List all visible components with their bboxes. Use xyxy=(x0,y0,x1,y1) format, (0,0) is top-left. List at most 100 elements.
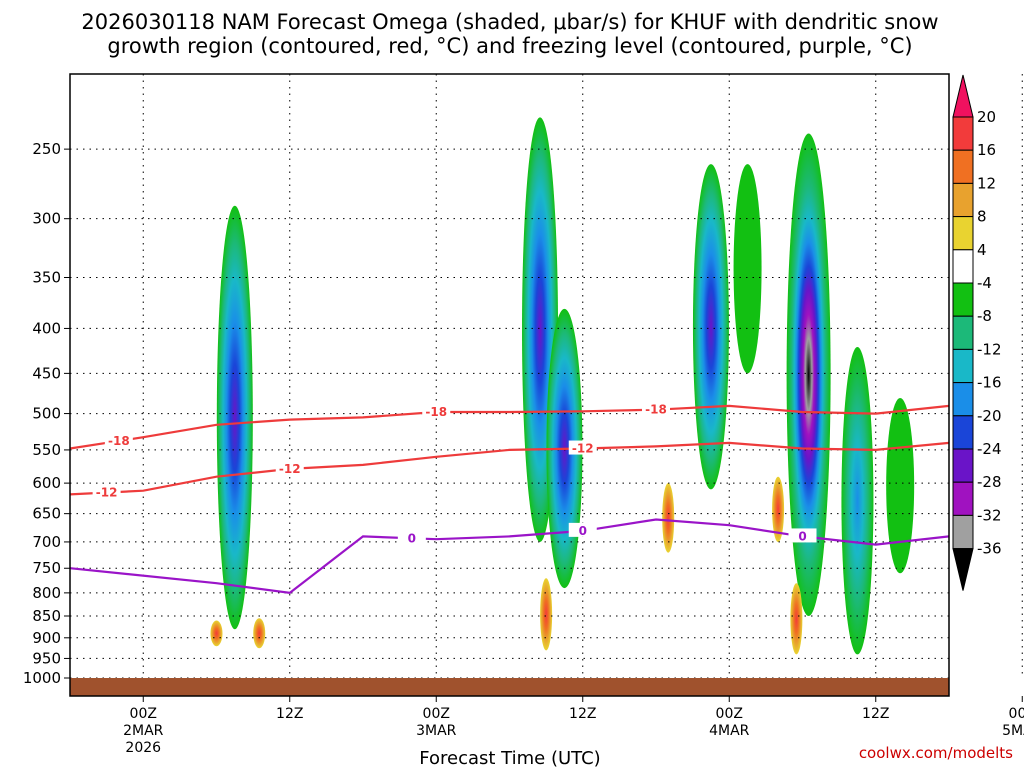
x-tick-label-3-0: 12Z xyxy=(569,706,596,722)
colorbar-block-13 xyxy=(952,514,974,550)
contour-lines: -18 -18 -18 -12 -12 -12 0 0 0 xyxy=(69,401,950,595)
omega-warm-cell-2 xyxy=(540,578,553,651)
contour-label-7: 0 xyxy=(579,524,587,538)
contour-label-8: 0 xyxy=(798,529,806,543)
contour-label-0: -18 xyxy=(108,434,130,448)
y-tick-label-450: 450 xyxy=(32,364,61,382)
contour-label-bg-5 xyxy=(568,440,597,455)
omega-cell-6 xyxy=(841,347,874,655)
contour-label-3: -12 xyxy=(96,486,118,500)
omega-cell-4 xyxy=(786,133,831,616)
x-tick-label-1-0: 12Z xyxy=(276,706,303,722)
omega-cell-0 xyxy=(216,205,253,630)
colorbar-bottom-arrow xyxy=(952,548,974,591)
y-tick-label-500: 500 xyxy=(32,405,61,423)
colorbar-block-1 xyxy=(952,116,974,151)
y-tick-label-750: 750 xyxy=(32,559,61,577)
x-tick-label-0-2: 2026 xyxy=(125,740,161,756)
omega-cell-3 xyxy=(692,164,729,490)
y-tick-label-700: 700 xyxy=(32,533,61,551)
y-tick-label-650: 650 xyxy=(32,505,61,523)
y-tick-label-800: 800 xyxy=(32,584,61,602)
contour-label-6: 0 xyxy=(408,531,416,545)
colorbar-block-2 xyxy=(952,149,974,184)
y-tick-label-1000: 1000 xyxy=(23,669,61,687)
colorbar-label-7: -12 xyxy=(977,340,1002,358)
x-tick-label-2-0: 00Z xyxy=(423,706,450,722)
y-tick-label-600: 600 xyxy=(32,474,61,492)
x-tick-label-5-0: 12Z xyxy=(862,706,889,722)
y-tick-label-250: 250 xyxy=(32,140,61,158)
contour-label-4: -12 xyxy=(279,462,301,476)
colorbar-top-arrow xyxy=(952,74,974,118)
x-tick-label-0-1: 2MAR xyxy=(123,723,164,739)
colorbar-block-12 xyxy=(952,481,974,516)
colorbar-block-11 xyxy=(952,448,974,483)
y-tick-label-400: 400 xyxy=(32,319,61,337)
contour-minus18 xyxy=(69,404,950,450)
omega-warm-cell-1 xyxy=(253,618,266,649)
y-tick-label-550: 550 xyxy=(32,441,61,459)
colorbar-label-1: 16 xyxy=(977,141,996,159)
x-axis-label: Forecast Time (UTC) xyxy=(419,748,600,768)
omega-cell-7 xyxy=(886,397,915,574)
omega-shading xyxy=(210,117,915,655)
colorbar-label-2: 12 xyxy=(977,174,996,192)
colorbar-block-10 xyxy=(952,415,974,450)
colorbar-label-10: -24 xyxy=(977,440,1002,458)
omega-warm-cell-4 xyxy=(790,583,803,655)
x-tick-label-6-0: 00Z xyxy=(1009,706,1024,722)
colorbar-label-5: -4 xyxy=(977,274,992,292)
x-tick-label-6-1: 5MAR xyxy=(1002,723,1024,739)
colorbar-block-9 xyxy=(952,382,974,417)
contour-label-bg-8 xyxy=(788,528,817,543)
plot-frame xyxy=(69,73,950,697)
colorbar-block-6 xyxy=(952,282,974,317)
y-tick-label-850: 850 xyxy=(32,607,61,625)
colorbar-label-8: -16 xyxy=(977,374,1002,392)
contour-label-bg-3 xyxy=(92,484,121,499)
colorbar-label-3: 8 xyxy=(977,208,987,226)
x-tick-label-2-1: 3MAR xyxy=(416,723,457,739)
x-axis-ticks: 00Z2MAR202612Z00Z3MAR12Z00Z4MAR12Z00Z5MA… xyxy=(123,696,1024,756)
colorbar-label-4: 4 xyxy=(977,241,987,259)
contour-label-bg-2 xyxy=(642,401,670,416)
x-tick-label-4-0: 00Z xyxy=(716,706,743,722)
colorbar-label-13: -36 xyxy=(977,540,1002,558)
y-tick-label-950: 950 xyxy=(32,649,61,667)
y-axis-ticks: 250 300 350 400 450 500 550 600 650 700 750 800 850 9… xyxy=(23,140,70,687)
colorbar-block-3 xyxy=(952,182,974,218)
colorbar-block-5 xyxy=(952,249,974,284)
colorbar-label-9: -20 xyxy=(977,407,1002,425)
chart-title-line1: 2026030118 NAM Forecast Omega (shaded, μ… xyxy=(81,10,938,34)
contour-label-bg-1 xyxy=(422,404,451,419)
omega-warm-cell-3 xyxy=(662,483,675,553)
terrain-ground xyxy=(70,678,949,696)
omega-warm-cell-0 xyxy=(210,620,223,647)
y-tick-label-300: 300 xyxy=(32,210,61,228)
credit-text: coolwx.com/modelts xyxy=(859,744,1013,762)
colorbar-block-7 xyxy=(952,315,974,350)
y-tick-label-900: 900 xyxy=(32,629,61,647)
colorbar-block-8 xyxy=(952,348,974,384)
colorbar-label-0: 20 xyxy=(977,108,996,126)
contour-label-bg-4 xyxy=(275,460,304,475)
chart-title-line2: growth region (contoured, red, °C) and f… xyxy=(107,34,912,58)
x-tick-label-4-1: 4MAR xyxy=(709,723,750,739)
colorbar-block-4 xyxy=(952,216,974,251)
contour-label-2: -18 xyxy=(645,403,667,417)
omega-cell-5 xyxy=(733,164,762,374)
contour-minus12 xyxy=(69,441,950,496)
colorbar-label-12: -32 xyxy=(977,506,1002,524)
colorbar: 20 16 12 8 4 -4 -8 -12 -16 -20 -24 -28 -32 -36 xyxy=(952,74,1002,591)
contour-label-bg-7 xyxy=(568,522,597,537)
colorbar-label-11: -28 xyxy=(977,473,1002,491)
y-tick-label-350: 350 xyxy=(32,268,61,286)
contour-label-bg-6 xyxy=(397,530,426,545)
colorbar-label-6: -8 xyxy=(977,307,992,325)
x-tick-label-0-0: 00Z xyxy=(130,706,157,722)
contour-label-5: -12 xyxy=(572,442,594,456)
contour-label-bg-0 xyxy=(104,433,133,448)
contour-label-1: -18 xyxy=(425,405,447,419)
